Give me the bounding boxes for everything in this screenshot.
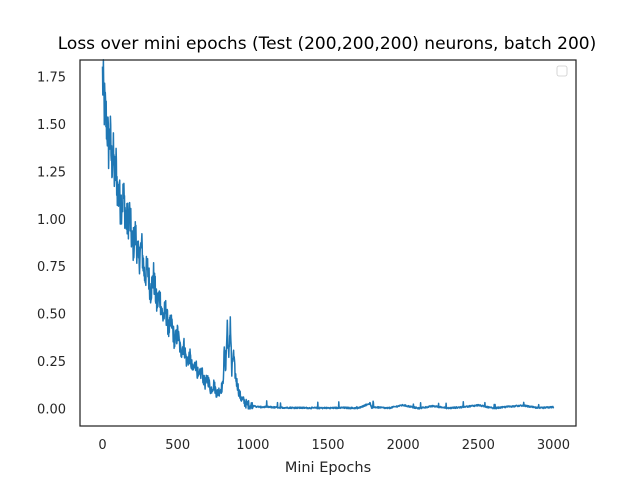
axes-frame [79, 59, 577, 427]
x-tick-label: 1000 [236, 438, 269, 453]
y-tick-label: 0.00 [37, 402, 66, 417]
x-tick-label: 500 [165, 438, 190, 453]
y-tick-label: 1.75 [37, 71, 66, 86]
y-tick-label: 0.75 [37, 260, 66, 275]
plot-area: 0 500 1000 1500 2000 2500 3000 0.00 0.25 0.50 0.75… [37, 59, 577, 453]
y-tick-label: 0.50 [37, 308, 66, 323]
legend-box [556, 65, 568, 77]
x-tick-label: 0 [98, 438, 106, 453]
x-tick-label: 1500 [311, 438, 344, 453]
x-tick-label: 2000 [387, 438, 420, 453]
x-tick-label: 3000 [537, 438, 570, 453]
series-line-0 [101, 59, 555, 410]
y-tick-label: 0.25 [37, 355, 66, 370]
y-tick-label: 1.25 [37, 165, 66, 180]
chart-title: Loss over mini epochs (Test (200,200,200… [58, 34, 597, 54]
y-tick-label: 1.50 [37, 118, 66, 133]
x-axis-label: Mini Epochs [285, 460, 371, 476]
x-tick-label: 2500 [462, 438, 495, 453]
y-tick-label: 1.00 [37, 213, 66, 228]
